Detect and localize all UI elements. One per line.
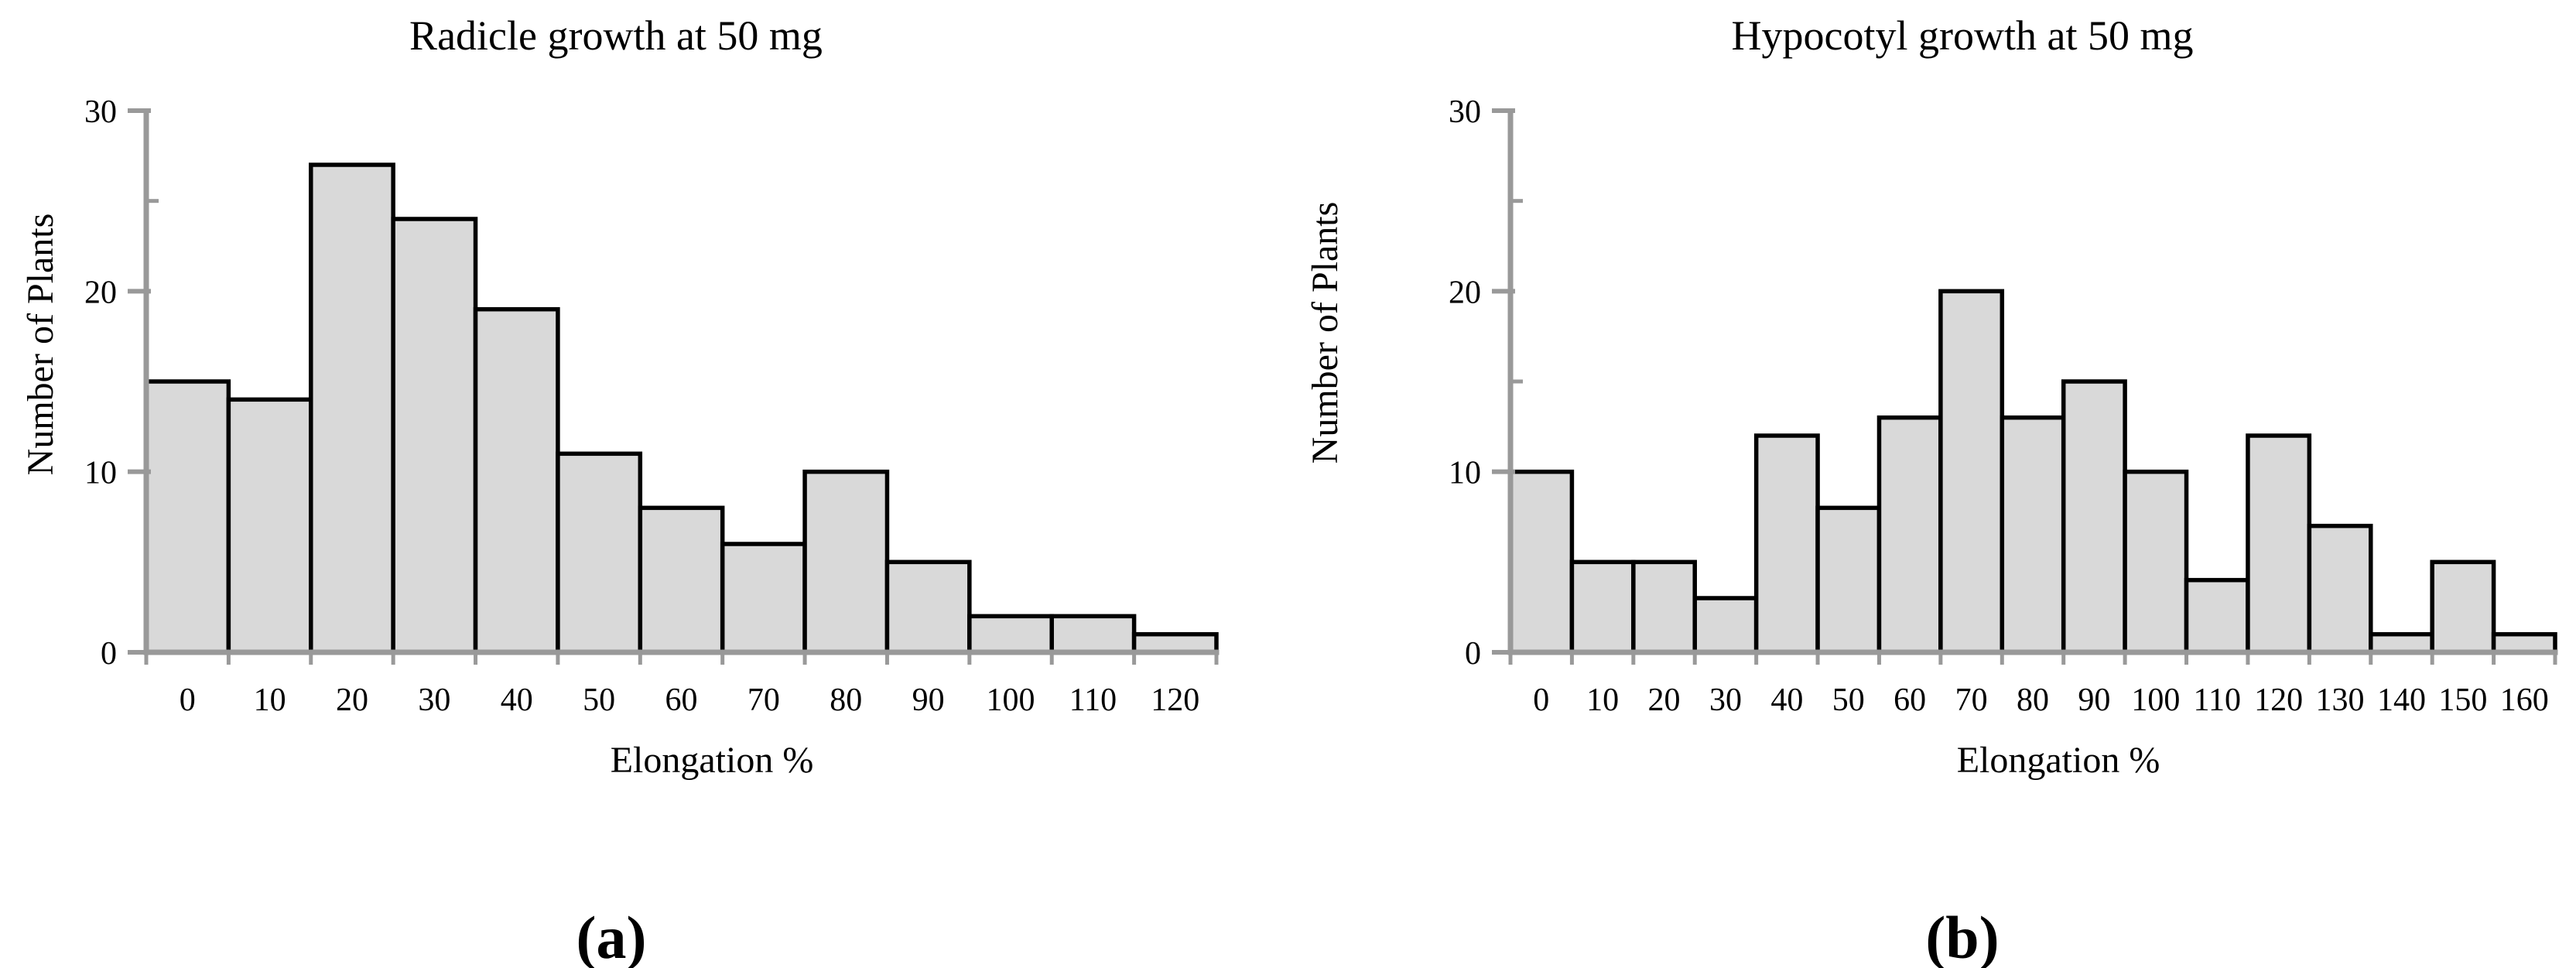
x-tick-label: 100 [2131,682,2180,718]
y-tick-label: 0 [101,636,117,672]
x-tick-label: 50 [583,682,615,718]
bar-120 [2246,433,2312,655]
x-tick-label: 80 [830,682,862,718]
radicle-growth-chart: Radicle growth at 50 mg Number of Plants… [20,12,1220,968]
bar-110 [2184,577,2250,655]
bar-110 [1049,614,1137,655]
x-tick-label: 40 [501,682,533,718]
y-axis-title: Number of Plants [1305,202,1346,464]
y-tick-label: 0 [1465,636,1481,672]
x-tick-label: 120 [1151,682,1199,718]
bar-60 [1876,415,1943,655]
x-tick-label: 90 [912,682,945,718]
plot-area: 0 10 20 30 0 10 20 30 40 50 60 70 80 90 100 110 120 130 14… [1449,94,2558,718]
x-tick-label: 50 [1832,682,1865,718]
bar-70 [720,542,807,655]
y-tick-label: 20 [1449,275,1481,310]
x-tick-label: 140 [2377,682,2426,718]
y-tick-label: 10 [84,456,117,491]
bar-20 [309,162,395,655]
x-axis-title: Elongation % [611,740,814,781]
x-tick-label: 40 [1770,682,1803,718]
bar-100 [967,614,1054,655]
bar-90 [2061,379,2127,655]
x-tick-label: 120 [2254,682,2303,718]
x-tick-label: 60 [1894,682,1926,718]
plot-area: 0 10 20 30 0 10 20 30 40 50 60 70 80 90 100 110 120 [84,94,1220,718]
x-tick-label: 10 [1586,682,1619,718]
x-tick-label: 110 [2194,682,2241,718]
x-tick-label: 0 [180,682,196,718]
x-tick-label: 30 [1709,682,1742,718]
bar-80 [802,469,890,655]
bar-40 [473,306,560,655]
bar-150 [2430,559,2496,655]
x-tick-label: 150 [2438,682,2487,718]
bar-100 [2123,469,2189,655]
bar-30 [1692,596,1759,655]
y-tick-label: 30 [1449,94,1481,130]
x-tick-label: 80 [2017,682,2049,718]
y-tick-label: 20 [84,275,117,310]
x-tick-label: 20 [336,682,368,718]
x-tick-label: 90 [2078,682,2110,718]
y-tick-label: 30 [84,94,117,130]
bar-90 [884,559,972,655]
hypocotyl-growth-chart: Hypocotyl growth at 50 mg Number of Plan… [1305,12,2558,968]
bar-60 [638,505,725,655]
x-tick-label: 130 [2316,682,2365,718]
x-tick-label: 60 [665,682,698,718]
y-tick-label: 10 [1449,456,1481,491]
x-tick-label: 20 [1648,682,1681,718]
panel-b-caption: (b) [1925,904,1999,968]
x-tick-label: 30 [418,682,450,718]
bar-80 [2000,415,2066,655]
bar-40 [1753,433,1820,655]
bar-20 [1631,559,1697,655]
x-tick-label: 100 [987,682,1035,718]
x-tick-label: 160 [2500,682,2549,718]
bar-0 [1508,469,1575,655]
x-tick-label: 10 [254,682,286,718]
bar-70 [1938,289,2005,655]
bar-130 [2307,523,2373,655]
bar-50 [1815,505,1882,655]
bar-10 [226,397,313,655]
x-tick-label: 70 [1955,682,1988,718]
x-tick-label: 110 [1069,682,1117,718]
bar-10 [1569,559,1636,655]
x-tick-label: 70 [747,682,780,718]
chart-title: Hypocotyl growth at 50 mg [1732,12,2194,59]
x-axis-title: Elongation % [1957,740,2160,781]
chart-title: Radicle growth at 50 mg [409,12,823,59]
bar-30 [391,217,478,655]
y-axis-title: Number of Plants [20,214,61,476]
bar-50 [556,451,643,655]
bar-0 [144,379,231,655]
panel-a-caption: (a) [576,904,647,968]
x-tick-label: 0 [1533,682,1549,718]
